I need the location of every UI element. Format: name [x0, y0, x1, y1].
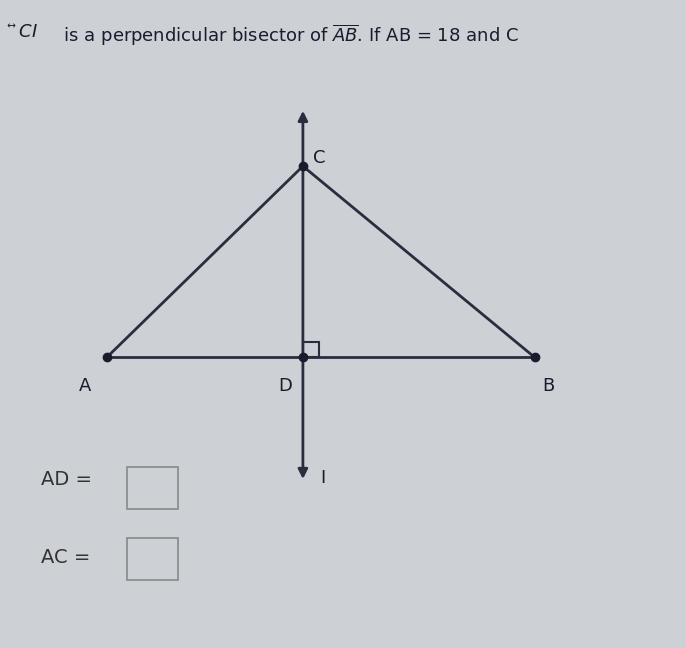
Text: AC =: AC = [41, 548, 91, 567]
Text: is a perpendicular bisector of $\overline{AB}$. If AB = 18 and C: is a perpendicular bisector of $\overlin… [58, 23, 519, 48]
Text: $\overleftrightarrow{CI}$: $\overleftrightarrow{CI}$ [7, 23, 38, 41]
Text: I: I [320, 469, 325, 487]
Text: A: A [78, 377, 91, 395]
Text: B: B [542, 377, 554, 395]
Text: D: D [278, 377, 292, 395]
Text: C: C [313, 149, 325, 167]
Text: AD =: AD = [41, 470, 92, 489]
